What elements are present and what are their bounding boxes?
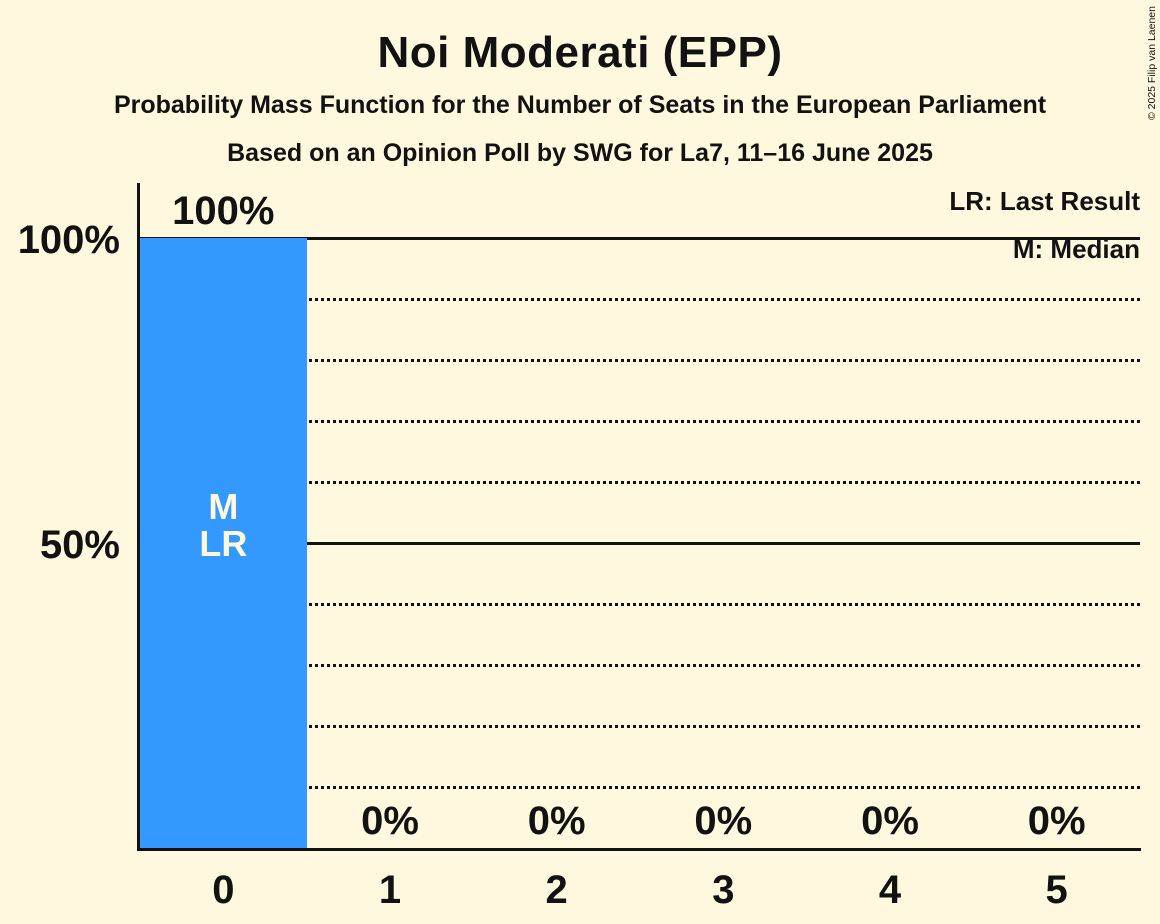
y-tick-label-50: 50% — [39, 523, 120, 567]
gridline-dotted-40pct — [140, 602, 1140, 606]
gridline-dotted-20pct — [140, 724, 1140, 728]
chart-title: Noi Moderati (EPP) — [377, 28, 783, 77]
value-label-seats-5: 0% — [1027, 799, 1086, 843]
value-label-seats-3: 0% — [694, 799, 753, 843]
x-tick-label-4: 4 — [878, 868, 902, 912]
chart-subtitle-source: Based on an Opinion Poll by SWG for La7,… — [227, 139, 933, 167]
y-axis-line — [137, 183, 140, 851]
gridline-dotted-30pct — [140, 663, 1140, 667]
bar-seats-0 — [140, 238, 307, 848]
gridline-solid-100pct — [140, 236, 1140, 240]
copyright-notice: © 2025 Filip van Laenen — [1146, 6, 1158, 120]
legend-last-result: LR: Last Result — [949, 186, 1140, 216]
gridline-dotted-10pct — [140, 785, 1140, 789]
y-tick-label-100: 100% — [17, 218, 120, 262]
value-label-seats-0: 100% — [172, 189, 275, 233]
value-label-seats-4: 0% — [861, 799, 919, 843]
gridline-solid-50pct — [140, 541, 1140, 545]
bar-annotation-seats-0: M LR — [140, 488, 307, 562]
value-label-seats-2: 0% — [527, 799, 586, 843]
bar-annotation-line: M — [208, 486, 239, 527]
value-label-seats-1: 0% — [361, 799, 419, 843]
chart-subtitle: Probability Mass Function for the Number… — [113, 91, 1047, 119]
bar-annotation-line: LR — [199, 523, 248, 564]
gridline-dotted-60pct — [140, 480, 1140, 484]
x-tick-label-5: 5 — [1045, 868, 1068, 912]
x-tick-label-1: 1 — [378, 868, 402, 912]
x-axis-line — [137, 848, 1141, 851]
gridline-dotted-70pct — [140, 419, 1140, 423]
x-tick-label-0: 0 — [212, 868, 235, 912]
x-tick-label-2: 2 — [545, 868, 568, 912]
gridline-dotted-90pct — [140, 297, 1140, 301]
gridline-dotted-80pct — [140, 358, 1140, 362]
x-tick-label-3: 3 — [712, 868, 735, 912]
